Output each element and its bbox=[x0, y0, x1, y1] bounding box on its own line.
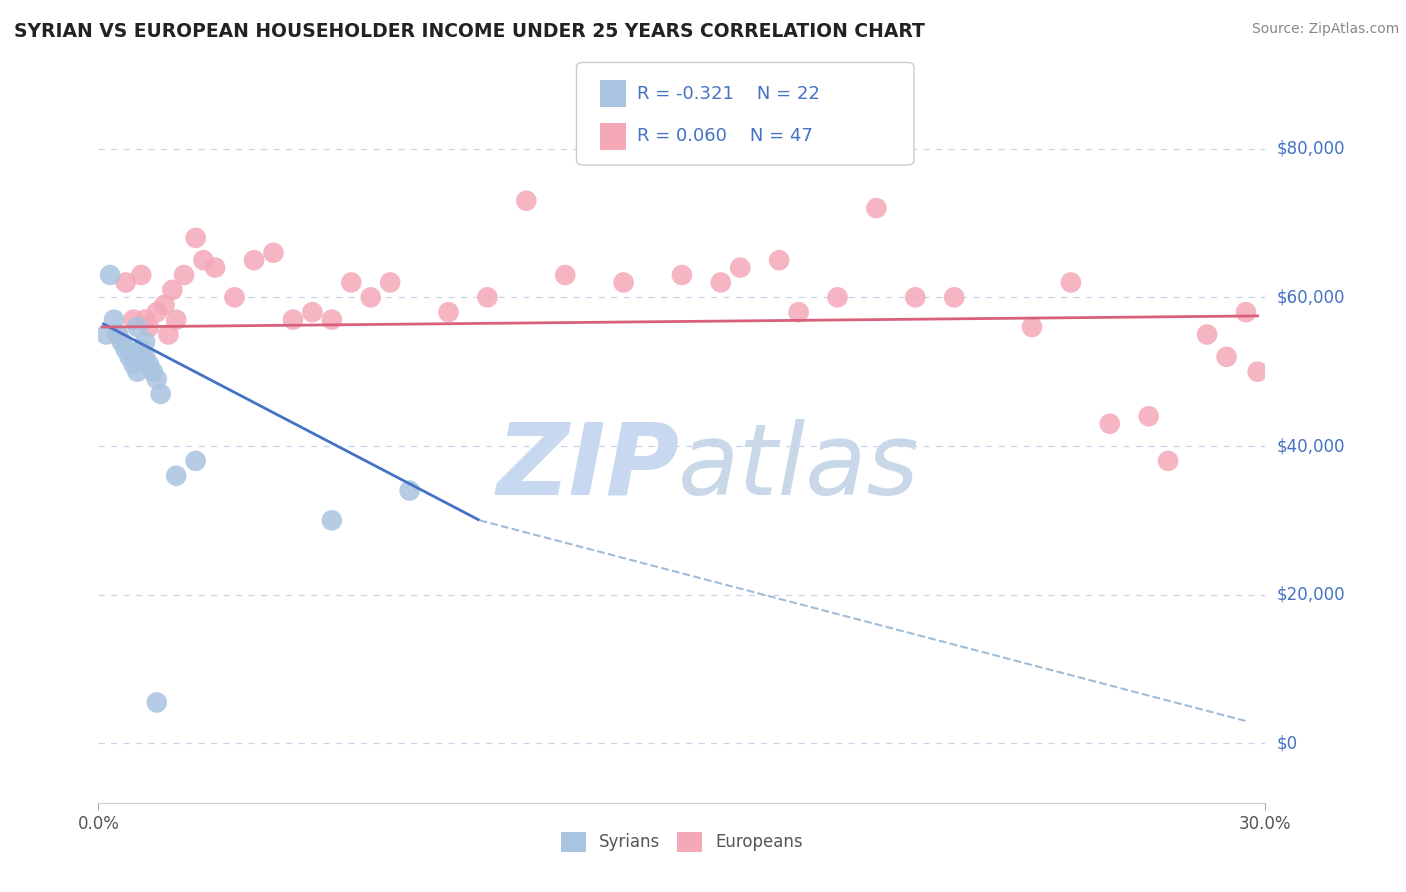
Text: atlas: atlas bbox=[678, 419, 920, 516]
Point bbox=[184, 454, 207, 468]
Point bbox=[301, 305, 323, 319]
Point bbox=[111, 334, 134, 349]
Point bbox=[1157, 454, 1180, 468]
Point bbox=[122, 312, 145, 326]
Text: $60,000: $60,000 bbox=[1277, 288, 1346, 306]
Point bbox=[204, 260, 226, 275]
Point bbox=[142, 365, 165, 379]
Point bbox=[224, 290, 246, 304]
Point bbox=[114, 343, 136, 357]
Point bbox=[134, 350, 156, 364]
Text: R = -0.321    N = 22: R = -0.321 N = 22 bbox=[637, 85, 820, 103]
Point bbox=[107, 327, 129, 342]
Point bbox=[184, 231, 207, 245]
Text: Source: ZipAtlas.com: Source: ZipAtlas.com bbox=[1251, 22, 1399, 37]
Point bbox=[1195, 327, 1218, 342]
Point bbox=[122, 357, 145, 371]
Point bbox=[710, 276, 733, 290]
Text: ZIP: ZIP bbox=[498, 419, 681, 516]
Point bbox=[107, 327, 129, 342]
Point bbox=[321, 312, 343, 326]
Point bbox=[127, 365, 149, 379]
Point bbox=[1215, 350, 1237, 364]
Point bbox=[118, 350, 141, 364]
Point bbox=[165, 312, 187, 326]
Point bbox=[149, 387, 172, 401]
Point bbox=[360, 290, 382, 304]
Point bbox=[730, 260, 752, 275]
Point bbox=[613, 276, 636, 290]
Point bbox=[768, 253, 790, 268]
Point bbox=[146, 372, 169, 386]
Point bbox=[340, 276, 363, 290]
Point bbox=[554, 268, 576, 282]
Point bbox=[134, 334, 156, 349]
Point bbox=[146, 305, 169, 319]
Text: $40,000: $40,000 bbox=[1277, 437, 1346, 455]
Point bbox=[262, 245, 284, 260]
Point bbox=[281, 312, 304, 326]
Point bbox=[162, 283, 184, 297]
Point bbox=[127, 320, 149, 334]
Point bbox=[1234, 305, 1257, 319]
Text: $20,000: $20,000 bbox=[1277, 586, 1346, 604]
Point bbox=[943, 290, 966, 304]
Point bbox=[1060, 276, 1083, 290]
Text: $0: $0 bbox=[1277, 734, 1298, 752]
Point bbox=[243, 253, 266, 268]
Point bbox=[129, 343, 152, 357]
Point bbox=[138, 320, 160, 334]
Point bbox=[114, 276, 136, 290]
Legend: Syrians, Europeans: Syrians, Europeans bbox=[554, 825, 810, 859]
Point bbox=[321, 513, 343, 527]
Point bbox=[398, 483, 420, 498]
Point bbox=[96, 327, 118, 342]
Point bbox=[165, 468, 187, 483]
Point bbox=[1137, 409, 1160, 424]
Point bbox=[1021, 320, 1043, 334]
Point bbox=[515, 194, 537, 208]
Point bbox=[98, 268, 121, 282]
Point bbox=[380, 276, 402, 290]
Text: R = 0.060    N = 47: R = 0.060 N = 47 bbox=[637, 128, 813, 145]
Point bbox=[134, 312, 156, 326]
Point bbox=[103, 312, 125, 326]
Point bbox=[138, 357, 160, 371]
Point bbox=[477, 290, 499, 304]
Point bbox=[437, 305, 460, 319]
Point bbox=[904, 290, 927, 304]
Point bbox=[173, 268, 195, 282]
Point bbox=[157, 327, 180, 342]
Point bbox=[1246, 365, 1268, 379]
Text: $80,000: $80,000 bbox=[1277, 140, 1346, 158]
Point bbox=[193, 253, 215, 268]
Point bbox=[129, 268, 152, 282]
Text: SYRIAN VS EUROPEAN HOUSEHOLDER INCOME UNDER 25 YEARS CORRELATION CHART: SYRIAN VS EUROPEAN HOUSEHOLDER INCOME UN… bbox=[14, 22, 925, 41]
Point bbox=[865, 201, 887, 215]
Point bbox=[146, 696, 169, 710]
Point bbox=[1098, 417, 1121, 431]
Point bbox=[153, 298, 176, 312]
Point bbox=[787, 305, 810, 319]
Point bbox=[671, 268, 693, 282]
Point bbox=[827, 290, 849, 304]
